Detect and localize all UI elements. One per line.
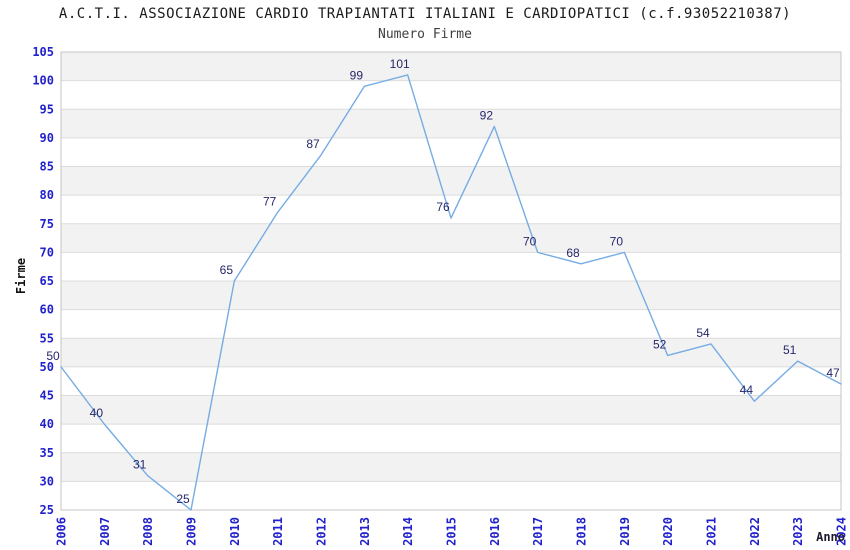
plot-band: [61, 166, 841, 196]
data-point-label: 70: [523, 234, 537, 248]
data-point-label: 44: [740, 383, 754, 397]
data-point-label: 70: [610, 234, 624, 248]
x-axis-title: Anno: [816, 530, 845, 544]
y-tick-label: 25: [40, 503, 54, 517]
plot-band: [61, 338, 841, 367]
x-tick-label: 2020: [661, 517, 675, 546]
data-point-label: 40: [90, 406, 104, 420]
data-point-label: 65: [220, 263, 234, 277]
data-point-label: 99: [350, 68, 364, 82]
x-tick-label: 2018: [575, 517, 589, 546]
x-tick-label: 2006: [55, 517, 69, 546]
plot-band: [61, 395, 841, 425]
x-tick-label: 2012: [315, 517, 329, 546]
x-tick-label: 2019: [618, 517, 632, 546]
plot-band: [61, 281, 841, 310]
data-point-label: 50: [46, 349, 60, 363]
data-point-label: 54: [696, 326, 710, 340]
plot-border: [60, 51, 842, 511]
plot-band: [61, 52, 841, 81]
data-point-label: 77: [263, 194, 277, 208]
y-tick-label: 30: [40, 474, 54, 488]
data-point-label: 68: [566, 246, 580, 260]
y-tick-label: 50: [40, 360, 54, 374]
chart-title: A.C.T.I. ASSOCIAZIONE CARDIO TRAPIANTATI…: [58, 6, 792, 22]
x-tick-label: 2016: [488, 517, 502, 546]
x-tick-label: 2015: [445, 517, 459, 546]
y-tick-label: 75: [40, 217, 54, 231]
data-point-label: 101: [390, 57, 410, 71]
y-tick-label: 55: [40, 331, 54, 345]
y-tick-label: 90: [40, 131, 54, 145]
data-point-label: 52: [653, 337, 667, 351]
y-tick-label: 95: [40, 102, 54, 116]
data-line: [60, 74, 842, 511]
x-tick-label: 2024: [835, 517, 849, 546]
x-tick-label: 2008: [141, 517, 155, 546]
plot-band: [61, 223, 841, 253]
data-point-label: 25: [176, 492, 190, 506]
data-point-label: 47: [826, 366, 840, 380]
x-tick-label: 2022: [748, 517, 762, 546]
y-tick-label: 85: [40, 160, 54, 174]
y-tick-label: 40: [40, 417, 54, 431]
plot-band: [61, 109, 841, 138]
plot-band: [61, 452, 841, 482]
y-tick-label: 65: [40, 274, 54, 288]
y-tick-label: 70: [40, 245, 54, 259]
x-tick-label: 2023: [791, 517, 805, 546]
y-tick-label: 80: [40, 188, 54, 202]
x-tick-label: 2011: [271, 517, 285, 546]
data-point-label: 92: [480, 108, 494, 122]
x-tick-label: 2013: [358, 517, 372, 546]
x-tick-label: 2017: [531, 517, 545, 546]
x-tick-label: 2009: [185, 517, 199, 546]
data-point-label: 87: [306, 137, 320, 151]
y-tick-label: 35: [40, 446, 54, 460]
y-tick-label: 45: [40, 389, 54, 403]
x-tick-label: 2021: [705, 517, 719, 546]
data-point-label: 31: [133, 458, 147, 472]
x-tick-label: 2007: [98, 517, 112, 546]
data-point-label: 76: [436, 200, 450, 214]
chart-subtitle: Numero Firme: [378, 27, 472, 42]
data-point-label: 51: [783, 343, 797, 357]
y-tick-label: 105: [32, 45, 54, 59]
y-axis-title: Firme: [14, 258, 28, 294]
x-tick-label: 2014: [401, 517, 415, 546]
x-tick-label: 2010: [228, 517, 242, 546]
y-tick-label: 60: [40, 303, 54, 317]
y-tick-label: 100: [32, 74, 54, 88]
